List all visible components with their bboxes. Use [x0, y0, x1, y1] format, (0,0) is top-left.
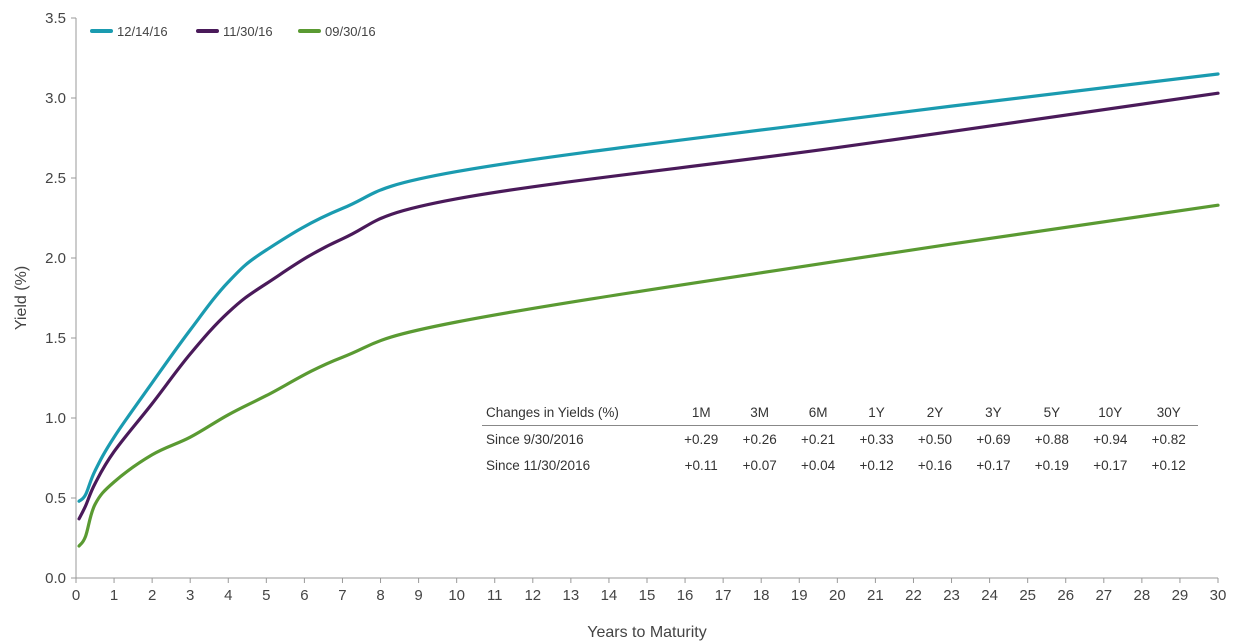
x-tick-label: 26	[1057, 587, 1074, 604]
table-cell: +0.26	[742, 431, 777, 447]
x-tick-label: 11	[487, 587, 503, 604]
x-tick-label: 1	[110, 587, 118, 604]
table-cell: +0.94	[1093, 431, 1128, 447]
x-axis-title: Years to Maturity	[587, 624, 706, 641]
table-cell: +0.17	[976, 457, 1011, 473]
x-tick-label: 28	[1134, 587, 1151, 604]
table-cell: +0.19	[1034, 457, 1069, 473]
series-line-09-30-16	[77, 203, 1220, 548]
y-tick-label: 3.5	[45, 10, 66, 27]
table-header-6m: 6M	[808, 404, 828, 420]
table-header-30y: 30Y	[1156, 404, 1181, 420]
table-cell: +0.12	[1151, 457, 1186, 473]
table-cell: +0.21	[801, 431, 836, 447]
y-tick-label: 1.0	[45, 410, 66, 427]
table-row: Since 9/30/2016 +0.29 +0.26 +0.21 +0.33 …	[482, 426, 1198, 453]
table-header-10y: 10Y	[1098, 404, 1123, 420]
x-tick-label: 7	[338, 587, 346, 604]
y-tick-label: 1.5	[45, 330, 66, 347]
chart-axes: 0 1 2 3 4 5 6 7 8 9 10 11 12 13 14 15 16 17 18 19 20 21 22 23 24…	[13, 10, 1226, 641]
table-cell: +0.88	[1034, 431, 1069, 447]
legend-label: 11/30/16	[223, 24, 273, 39]
x-tick-label: 24	[981, 587, 998, 604]
x-tick-label: 4	[224, 587, 232, 604]
series-line-12-14-16	[77, 72, 1220, 503]
series-line-11-30-16	[77, 91, 1220, 521]
y-axis-title: Yield (%)	[13, 266, 30, 330]
chart-legend: 12/14/16 11/30/16 09/30/16	[90, 24, 376, 39]
x-tick-label: 30	[1210, 587, 1227, 604]
chart-series-lines	[77, 72, 1220, 548]
x-tick-label: 21	[867, 587, 884, 604]
x-tick-label: 17	[715, 587, 732, 604]
x-tick-label: 18	[753, 587, 770, 604]
yield-changes-table: Changes in Yields (%) 1M 3M 6M 1Y 2Y 3Y …	[482, 399, 1198, 478]
x-tick-label: 13	[563, 587, 580, 604]
table-cell: +0.16	[917, 457, 953, 473]
table-cell: +0.33	[859, 431, 894, 447]
y-tick-label: 2.0	[45, 250, 66, 267]
table-header-label: Changes in Yields (%)	[486, 404, 619, 420]
table-cell: +0.04	[801, 457, 836, 473]
table-cell: +0.11	[684, 457, 718, 473]
x-tick-label: 10	[448, 587, 465, 604]
x-tick-label: 3	[186, 587, 194, 604]
table-header-row: Changes in Yields (%) 1M 3M 6M 1Y 2Y 3Y …	[482, 399, 1198, 426]
table-row: Since 11/30/2016 +0.11 +0.07 +0.04 +0.12…	[482, 452, 1198, 478]
x-tick-label: 20	[829, 587, 846, 604]
x-tick-label: 27	[1095, 587, 1112, 604]
x-tick-label: 12	[524, 587, 541, 604]
y-tick-label: 0.5	[45, 490, 66, 507]
x-tick-label: 16	[677, 587, 694, 604]
x-tick-label: 14	[601, 587, 618, 604]
table-header-3y: 3Y	[985, 404, 1002, 420]
x-tick-label: 5	[262, 587, 270, 604]
table-header-5y: 5Y	[1043, 404, 1061, 420]
x-tick-label: 6	[300, 587, 308, 604]
table-cell: +0.07	[742, 457, 777, 473]
x-tick-label: 8	[376, 587, 384, 604]
x-tick-label: 19	[791, 587, 808, 604]
y-tick-label: 2.5	[45, 170, 66, 187]
x-tick-label: 2	[148, 587, 156, 604]
table-cell: +0.82	[1151, 431, 1186, 447]
table-header-1m: 1M	[691, 404, 711, 420]
table-cell: +0.69	[976, 431, 1011, 447]
table-row-label: Since 9/30/2016	[486, 431, 584, 447]
x-tick-label: 25	[1019, 587, 1036, 604]
table-header-3m: 3M	[750, 404, 770, 420]
table-header-1y: 1Y	[868, 404, 885, 420]
x-tick-label: 9	[414, 587, 422, 604]
y-tick-label: 3.0	[45, 90, 66, 107]
table-cell: +0.50	[917, 431, 953, 447]
table-header-2y: 2Y	[926, 404, 944, 420]
legend-label: 09/30/16	[325, 24, 376, 39]
table-cell: +0.17	[1093, 457, 1128, 473]
y-tick-label: 0.0	[45, 570, 66, 587]
x-tick-label: 29	[1172, 587, 1189, 604]
table-cell: +0.12	[859, 457, 894, 473]
x-tick-label: 23	[943, 587, 960, 604]
x-tick-label: 15	[639, 587, 656, 604]
x-tick-label: 22	[905, 587, 922, 604]
legend-label: 12/14/16	[117, 24, 168, 39]
x-tick-label: 0	[72, 587, 80, 604]
table-row-label: Since 11/30/2016	[486, 457, 591, 473]
table-cell: +0.29	[684, 431, 719, 447]
